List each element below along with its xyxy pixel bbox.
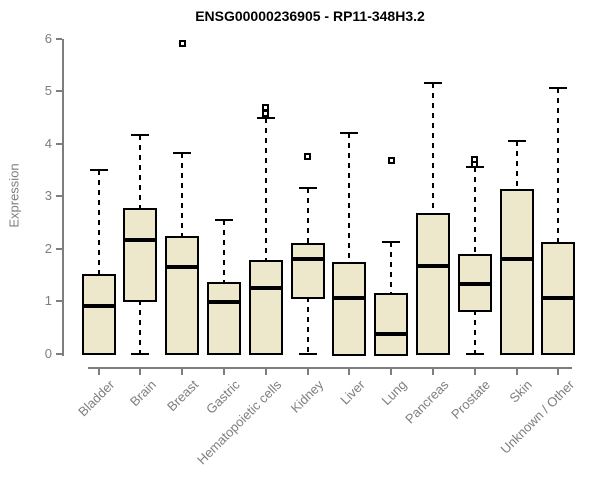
- x-tick: [306, 367, 309, 375]
- whisker-upper: [97, 169, 100, 274]
- median-line: [248, 286, 283, 291]
- whisker-cap-lower: [131, 352, 150, 355]
- y-axis-line: [62, 38, 64, 356]
- x-tick-label: Lung: [378, 377, 410, 409]
- whisker-cap-upper: [131, 133, 150, 136]
- whisker-cap-upper: [340, 132, 359, 134]
- whisker-cap-upper: [298, 187, 317, 190]
- outlier-point: [178, 40, 186, 48]
- y-tick: [56, 247, 62, 250]
- median-line: [499, 257, 534, 261]
- y-tick-label: 6: [44, 30, 52, 46]
- x-axis-line: [88, 367, 572, 369]
- whisker-upper: [181, 152, 184, 236]
- x-tick: [390, 367, 393, 375]
- whisker-lower: [139, 299, 142, 354]
- whisker-cap-upper: [423, 82, 442, 85]
- x-tick: [139, 367, 142, 375]
- x-tick: [97, 367, 100, 375]
- y-tick-label: 2: [44, 240, 52, 256]
- box-breast: [165, 235, 200, 356]
- outlier-point: [387, 157, 395, 165]
- x-tick-label: Skin: [506, 377, 536, 406]
- whisker-cap-upper: [256, 117, 275, 120]
- whisker-cap-lower: [298, 352, 317, 355]
- whisker-cap-lower: [465, 352, 484, 355]
- x-tick-label: Breast: [163, 377, 201, 415]
- y-tick-label: 3: [44, 188, 52, 203]
- x-tick-label: Kidney: [287, 377, 327, 416]
- x-tick-label: Brain: [126, 377, 159, 410]
- x-tick: [348, 367, 351, 375]
- box-hematopoietic-cells: [248, 260, 283, 356]
- whisker-upper: [390, 241, 393, 294]
- x-tick: [431, 367, 434, 375]
- whisker-upper: [348, 133, 351, 262]
- box-gastric: [206, 281, 241, 356]
- x-tick: [473, 367, 476, 375]
- box-lung: [374, 293, 409, 356]
- whisker-upper: [431, 83, 434, 214]
- x-tick-label: Liver: [337, 377, 368, 408]
- median-line: [374, 331, 409, 336]
- y-tick-label: 1: [44, 293, 52, 308]
- whisker-upper: [557, 88, 560, 243]
- median-line: [415, 263, 450, 268]
- outlier-point: [304, 153, 311, 161]
- y-tick: [56, 90, 62, 92]
- x-tick: [264, 367, 267, 375]
- chart-title: ENSG00000236905 - RP11-348H3.2: [195, 8, 425, 24]
- whisker-lower: [473, 309, 476, 354]
- y-tick: [56, 195, 62, 197]
- outlier-point: [262, 109, 270, 117]
- whisker-upper: [306, 188, 309, 244]
- whisker-upper: [264, 118, 267, 261]
- y-tick: [56, 300, 62, 302]
- y-tick-label: 4: [44, 135, 52, 151]
- whisker-cap-upper: [549, 87, 568, 90]
- x-tick: [557, 367, 560, 375]
- whisker-lower: [306, 296, 309, 354]
- box-pancreas: [415, 213, 450, 356]
- whisker-cap-upper: [507, 139, 526, 142]
- box-skin: [499, 189, 534, 356]
- y-tick: [56, 37, 62, 40]
- box-liver: [332, 261, 367, 356]
- box-bladder: [81, 273, 116, 356]
- x-tick-label: Unknown / Other: [497, 377, 577, 457]
- median-line: [541, 296, 576, 301]
- box-kidney: [290, 243, 325, 299]
- y-tick: [56, 352, 62, 355]
- x-tick-label: Bladder: [74, 377, 118, 420]
- whisker-cap-upper: [89, 168, 108, 171]
- whisker-cap-upper: [173, 151, 192, 154]
- median-line: [165, 264, 200, 269]
- whisker-upper: [473, 167, 476, 255]
- median-line: [332, 296, 367, 301]
- whisker-cap-upper: [382, 240, 401, 243]
- y-axis-label: Expression: [6, 163, 22, 228]
- box-brain: [123, 207, 158, 302]
- x-tick-label: Pancreas: [402, 377, 452, 427]
- median-line: [123, 237, 158, 242]
- median-line: [290, 257, 325, 261]
- y-tick-label: 0: [44, 345, 52, 361]
- whisker-upper: [222, 220, 225, 282]
- outlier-point: [471, 161, 479, 168]
- median-line: [81, 304, 116, 309]
- whisker-cap-upper: [214, 219, 233, 222]
- x-tick-label: Gastric: [202, 377, 243, 417]
- median-line: [206, 299, 241, 304]
- whisker-upper: [515, 140, 518, 190]
- whisker-upper: [139, 134, 142, 208]
- y-tick-label: 5: [44, 83, 52, 98]
- x-tick: [181, 367, 184, 375]
- y-tick: [56, 142, 62, 145]
- x-tick: [515, 367, 518, 375]
- x-tick: [222, 367, 225, 375]
- median-line: [457, 281, 492, 286]
- x-tick-label: Prostate: [448, 377, 494, 422]
